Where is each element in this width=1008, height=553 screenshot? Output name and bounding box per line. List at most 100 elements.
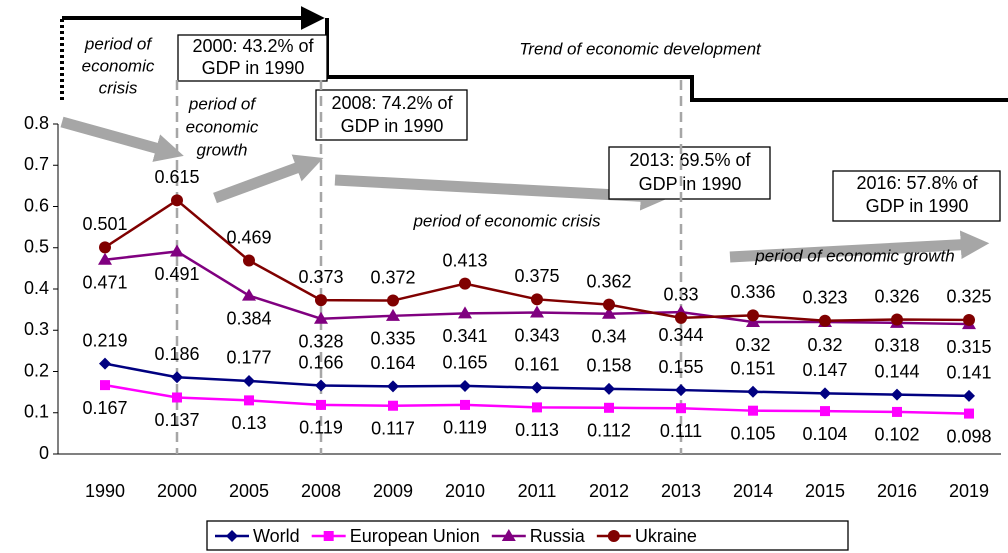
annotation: crisis [99,78,138,97]
data-label: 0.326 [874,286,919,306]
marker [388,400,398,411]
annotation: period of economic crisis [412,211,601,230]
marker [459,379,471,392]
marker [532,402,542,413]
annotation: period of economic growth [754,246,954,265]
data-label: 0.155 [658,357,703,377]
y-tick-label: 0.5 [24,237,49,257]
data-label: 0.166 [298,352,343,372]
x-tick-label: 2019 [949,481,989,501]
marker [531,381,543,394]
y-tick-label: 0.2 [24,360,49,380]
data-label: 0.113 [515,420,559,440]
marker [603,382,615,395]
data-label: 0.111 [660,421,702,441]
marker [963,389,975,402]
data-label: 0.117 [371,418,415,438]
marker [243,374,255,387]
x-tick-label: 2000 [157,481,197,501]
y-tick-label: 0.6 [24,195,49,215]
data-label: 0.328 [298,331,343,351]
data-label: 0.372 [370,267,415,287]
data-label: 0.336 [730,282,775,302]
annotation: period of [188,94,257,113]
marker [316,399,326,410]
annotation: 2000: 43.2% of [192,36,314,56]
x-tick-label: 1990 [85,481,125,501]
legend [206,520,849,551]
x-tick-label: 2011 [518,481,557,501]
marker [386,308,400,321]
marker [675,311,687,324]
data-label: 0.13 [231,413,266,433]
annotation-box [177,34,328,82]
marker [607,530,620,542]
marker [323,531,334,541]
annotation: GDP in 1990 [341,116,444,136]
annotation: 2016: 57.8% of [856,173,978,193]
data-label: 0.32 [807,335,842,355]
annotation-box [315,89,468,141]
data-label: 0.177 [226,348,271,368]
x-tick-label: 2014 [733,481,773,501]
x-tick-label: 2012 [589,481,629,501]
data-label: 0.341 [442,326,487,346]
data-label: 0.325 [946,287,991,307]
data-label: 0.323 [802,288,847,308]
data-label: 0.164 [370,353,415,373]
data-label: 0.219 [82,330,127,350]
annotation: 2013: 69.5% of [629,150,751,170]
data-label: 0.158 [586,356,631,376]
marker [747,309,759,322]
marker [964,408,974,419]
data-label: 0.33 [663,285,698,305]
x-tick-label: 2010 [445,481,485,501]
data-label: 0.344 [658,325,703,345]
annotation: economic [186,117,259,136]
marker [819,314,831,327]
data-label: 0.413 [442,250,487,270]
marker [748,405,758,416]
marker [892,406,902,417]
marker [99,357,111,370]
marker [242,288,256,301]
data-label: 0.147 [802,360,847,380]
marker [891,313,903,326]
y-tick-label: 0.3 [24,319,49,339]
y-tick-label: 0.1 [24,402,49,422]
data-label: 0.112 [587,421,631,441]
marker [315,294,327,307]
x-tick-label: 2008 [301,481,341,501]
legend-label: Russia [530,526,586,546]
annotation: economic [82,56,155,75]
legend-label: World [253,526,300,546]
data-label: 0.137 [154,410,199,430]
legend-label: Ukraine [635,526,697,546]
y-tick-label: 0.8 [24,113,49,133]
x-tick-label: 2009 [373,481,413,501]
marker [459,277,471,290]
marker [460,399,470,410]
data-label: 0.32 [735,335,770,355]
annotation-box [608,146,771,200]
annotation: GDP in 1990 [202,58,305,78]
x-tick-label: 2015 [805,481,845,501]
data-label: 0.373 [298,267,343,287]
marker [244,395,254,406]
marker [243,254,255,267]
x-tick-label: 2013 [661,481,701,501]
marker [820,406,830,417]
data-label: 0.104 [802,424,847,444]
marker [387,380,399,393]
y-tick-label: 0.7 [24,154,49,174]
data-label: 0.102 [874,425,919,445]
data-label: 0.471 [82,272,127,292]
data-label: 0.491 [154,264,199,284]
trend-arrows [60,116,990,263]
marker [170,244,184,257]
marker [603,298,615,311]
marker [315,379,327,392]
y-tick-label: 0.4 [24,278,49,298]
data-label: 0.151 [730,358,775,378]
